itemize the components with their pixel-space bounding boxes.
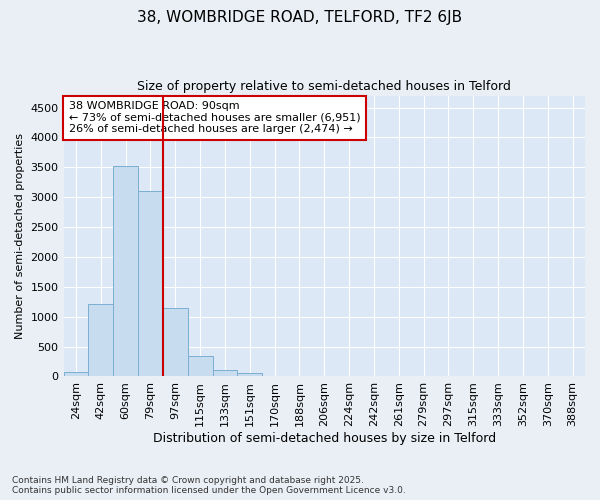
Bar: [138, 191, 163, 376]
Text: 38, WOMBRIDGE ROAD, TELFORD, TF2 6JB: 38, WOMBRIDGE ROAD, TELFORD, TF2 6JB: [137, 10, 463, 25]
Bar: [188, 356, 212, 376]
Bar: [163, 308, 188, 376]
Bar: [88, 304, 113, 376]
X-axis label: Distribution of semi-detached houses by size in Telford: Distribution of semi-detached houses by …: [153, 432, 496, 445]
Bar: [212, 370, 238, 376]
Bar: [238, 374, 262, 376]
Text: Contains HM Land Registry data © Crown copyright and database right 2025.
Contai: Contains HM Land Registry data © Crown c…: [12, 476, 406, 495]
Text: 38 WOMBRIDGE ROAD: 90sqm
← 73% of semi-detached houses are smaller (6,951)
26% o: 38 WOMBRIDGE ROAD: 90sqm ← 73% of semi-d…: [69, 101, 361, 134]
Title: Size of property relative to semi-detached houses in Telford: Size of property relative to semi-detach…: [137, 80, 511, 93]
Bar: [113, 166, 138, 376]
Y-axis label: Number of semi-detached properties: Number of semi-detached properties: [15, 133, 25, 339]
Bar: [64, 372, 88, 376]
